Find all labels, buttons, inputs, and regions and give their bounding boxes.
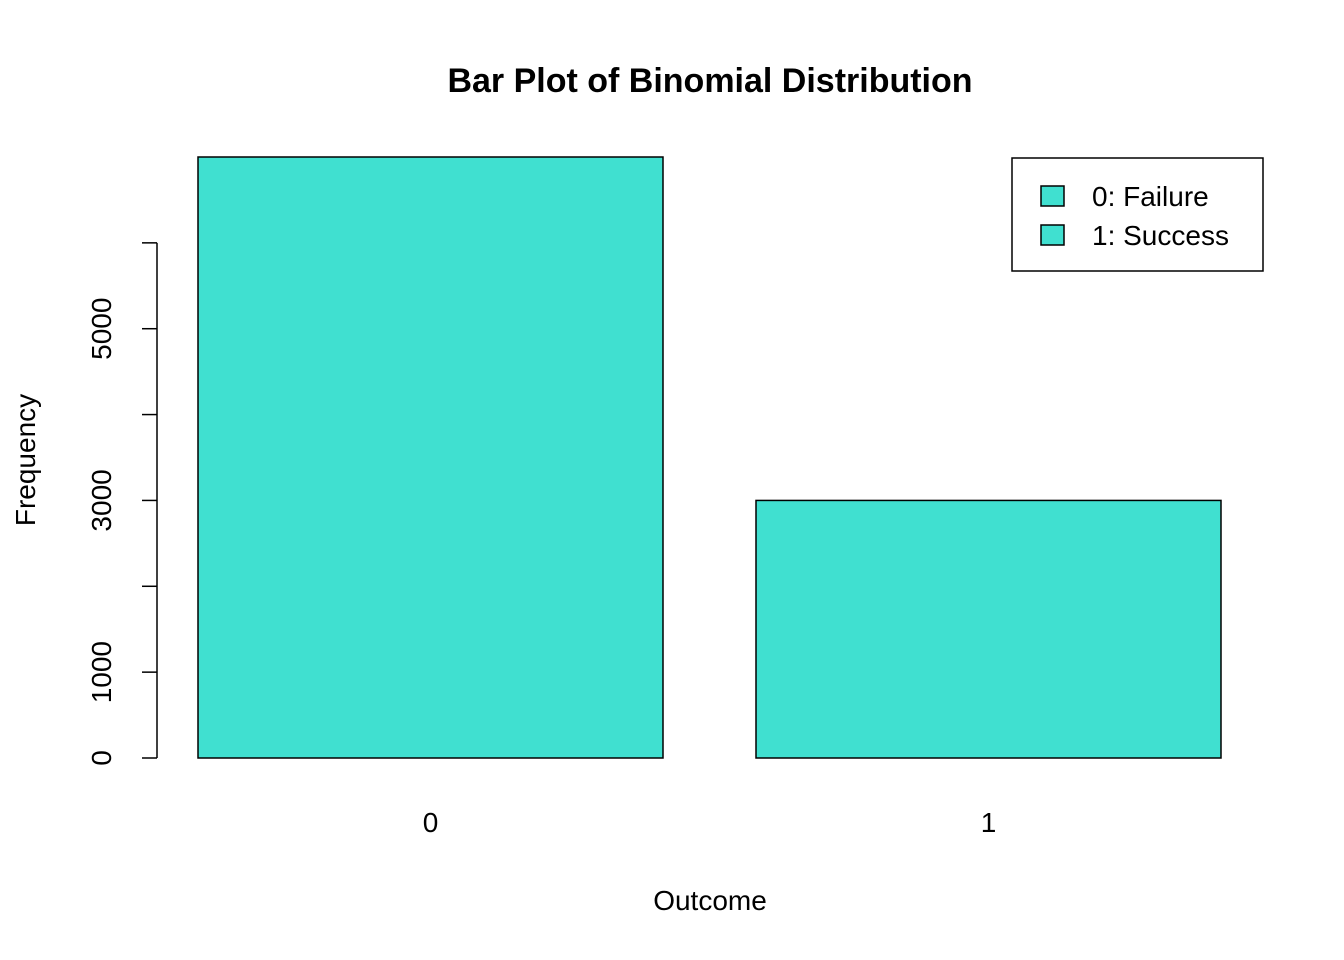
bar-1 — [755, 499, 1222, 759]
legend-swatch — [1040, 185, 1065, 207]
legend-label: 1: Success — [1092, 220, 1229, 251]
y-axis: 0 1000 3000 5000 — [86, 242, 158, 766]
y-tick-label: 5000 — [86, 298, 117, 360]
legend: 0: Failure 1: Success — [1011, 157, 1264, 272]
chart-title: Bar Plot of Binomial Distribution — [447, 62, 972, 100]
x-axis-label: Outcome — [653, 885, 767, 916]
legend-label: 0: Failure — [1092, 181, 1209, 212]
y-tick-label: 3000 — [86, 469, 117, 531]
legend-swatch — [1040, 224, 1065, 246]
bar-0 — [197, 156, 664, 759]
y-axis-label: Frequency — [10, 394, 41, 526]
bars — [197, 156, 1222, 759]
x-tick-label: 0 — [423, 807, 439, 838]
legend-box — [1011, 157, 1264, 272]
x-tick-label: 1 — [981, 807, 997, 838]
y-tick-label: 0 — [86, 750, 117, 766]
y-tick-label: 1000 — [86, 641, 117, 703]
